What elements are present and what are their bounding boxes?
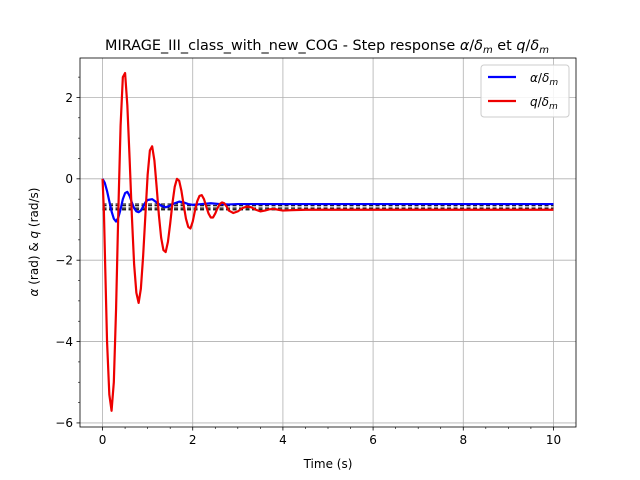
legend-label-q: q/δm — [530, 95, 558, 112]
chart-title-slash-1: / — [469, 38, 474, 54]
chart-title-delta-2: δ — [530, 38, 539, 54]
chart-title-q: q — [516, 38, 525, 54]
chart-title-alpha: α — [460, 38, 470, 54]
x-axis-label: Time (s) — [303, 457, 353, 471]
y-axis-label-mid: (rad) & — [27, 239, 41, 289]
chart-title: MIRAGE_III_class_with_new_COG - Step res… — [105, 38, 549, 56]
x-tick-label: 8 — [459, 433, 467, 447]
legend-label-q-delta: δ — [542, 95, 549, 109]
series-layer — [101, 71, 554, 412]
y-tick-label: 0 — [65, 172, 73, 186]
series-line-q — [101, 71, 554, 412]
chart-title-sub-1: m — [483, 45, 493, 56]
y-tick-label: 2 — [65, 91, 73, 105]
x-tick-label: 6 — [369, 433, 377, 447]
y-axis-label-alpha: α — [27, 289, 41, 297]
legend-label-q-slash: / — [538, 95, 543, 109]
chart-title-delta-1: δ — [474, 38, 483, 54]
legend-label-q-sub: m — [549, 102, 558, 112]
legend-label-alpha: α/δm — [530, 71, 558, 88]
chart-title-sub-2: m — [539, 45, 549, 56]
chart-title-prefix: MIRAGE_III_class_with_new_COG - Step res… — [105, 38, 460, 54]
x-tick-label: 10 — [546, 433, 561, 447]
legend-label-alpha-delta: δ — [542, 71, 549, 85]
y-tick-label: −4 — [55, 335, 73, 349]
x-tick-label: 4 — [279, 433, 287, 447]
x-tick-label: 2 — [189, 433, 197, 447]
reference-lines — [102, 203, 554, 211]
y-tick-label: −6 — [55, 416, 73, 430]
grid-layer — [80, 58, 576, 427]
tick-layer: 0 2 4 6 8 10 −6 −4 −2 0 2 — [55, 76, 561, 447]
legend-label-q-main: q — [530, 95, 538, 109]
y-tick-label: −2 — [55, 253, 73, 267]
y-axis-label-end: (rad/s) — [27, 187, 41, 230]
legend-label-alpha-sub: m — [549, 78, 558, 88]
chart-title-et: et — [493, 38, 517, 54]
y-axis-label: α (rad) & q (rad/s) — [27, 187, 41, 296]
legend: α/δm q/δm — [480, 64, 570, 118]
y-axis-label-q: q — [27, 231, 41, 239]
x-tick-label: 0 — [99, 433, 107, 447]
legend-label-alpha-slash: / — [538, 71, 543, 85]
legend-label-alpha-main: α — [530, 71, 538, 85]
chart-title-slash-2: / — [526, 38, 531, 54]
